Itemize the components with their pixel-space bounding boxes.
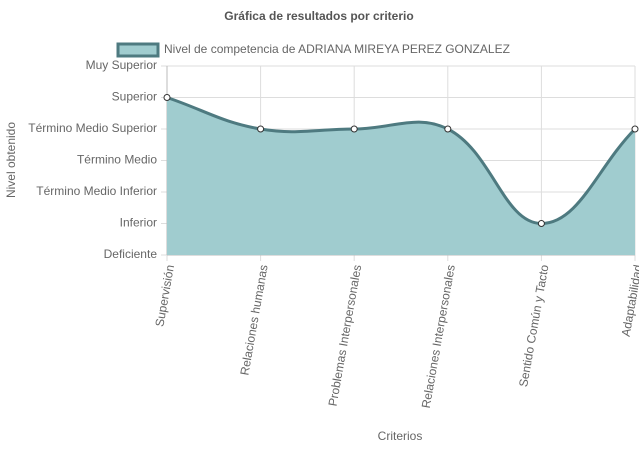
- x-tick-label: Sentido Común y Tacto: [516, 263, 551, 388]
- x-tick-label: Problemas Interpersonales: [326, 264, 365, 408]
- y-tick-label: Término Medio: [77, 153, 157, 167]
- point: [350, 125, 358, 133]
- x-axis-title: Criterios: [378, 429, 423, 443]
- point: [257, 125, 265, 133]
- y-tick-label: Inferior: [120, 216, 157, 230]
- area: [167, 97, 635, 255]
- legend-swatch: [116, 42, 160, 58]
- y-axis-title: Nivel obtenido: [4, 122, 18, 198]
- line: [166, 96, 637, 226]
- point: [631, 125, 639, 133]
- legend-label: Nivel de competencia de ADRIANA MIREYA P…: [164, 42, 510, 56]
- y-tick-label: Término Medio Superior: [28, 121, 157, 135]
- x-tick-label: Relaciones humanas: [237, 264, 270, 377]
- x-tick-label: Supervisión: [152, 264, 177, 328]
- point: [444, 125, 452, 133]
- y-tick-label: Deficiente: [104, 247, 158, 261]
- point: [163, 94, 171, 101]
- y-tick-label: Muy Superior: [86, 58, 157, 72]
- y-tick-label: Superior: [112, 90, 157, 104]
- x-tick-label: Relaciones Interpersonales: [419, 264, 458, 410]
- chart-title: Gráfica de resultados por criterio: [224, 9, 413, 23]
- x-tick-label: Adaptabilidad: [619, 264, 639, 338]
- y-tick-label: Término Medio Inferior: [36, 184, 157, 198]
- point: [537, 220, 545, 227]
